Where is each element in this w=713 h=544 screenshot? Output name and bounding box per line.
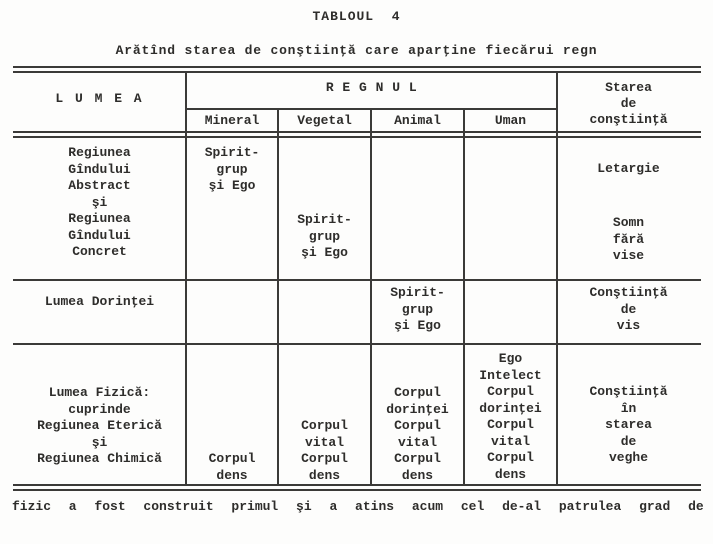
cell-row1-lumea: Regiunea Gîndului Abstract şi Regiunea G… [68, 145, 131, 259]
cell-row2-lumea: Lumea Dorinţei [44, 294, 155, 309]
cell-row2-starea: Conştiinţă de vis [589, 285, 668, 333]
cell-row1-starea-letargie: Letargie [597, 161, 660, 176]
vline-vegetal-animal [370, 110, 372, 484]
cell-row1-mineral: Spirit- grup şi Ego [204, 145, 260, 193]
cell-row1-starea-somn: Somn fără vise [612, 215, 645, 263]
cell-row3-animal: Corpul dorinţei Corpul vital Corpul dens [386, 385, 449, 483]
column-header-lumea: L U M E A [55, 91, 144, 106]
rule-row1-bottom [13, 279, 701, 281]
table-caption: TABLOUL 4 [312, 9, 401, 24]
rule-table-top-double [13, 66, 701, 73]
cell-row3-vegetal: Corpul vital Corpul dens [301, 418, 348, 483]
subcolumn-header-mineral: Mineral [204, 113, 260, 128]
subcolumn-header-vegetal: Vegetal [297, 113, 352, 128]
vline-animal-uman [463, 110, 465, 484]
subcolumn-header-animal: Animal [394, 113, 441, 128]
rule-header-bottom-double [13, 131, 701, 138]
column-header-regnul: R E G N U L [325, 80, 418, 95]
rule-table-bottom-double [13, 484, 701, 491]
rule-row2-bottom [13, 343, 701, 345]
rule-regnul-underline [186, 108, 557, 110]
table-subtitle: Arătînd starea de conştiinţă care aparţi… [115, 43, 598, 58]
subcolumn-header-uman: Uman [494, 113, 527, 128]
cell-row3-mineral: Corpul dens [208, 451, 256, 483]
cell-row2-animal: Spirit- grup şi Ego [390, 285, 445, 333]
cell-row3-starea: Conştiinţă în starea de veghe [589, 384, 668, 465]
cell-row3-lumea: Lumea Fizică: cuprinde Regiunea Eterică … [37, 385, 162, 466]
vline-lumea-regnul [185, 73, 187, 484]
cell-row3-uman: Ego Intelect Corpul dorinţei Corpul vita… [479, 351, 542, 482]
vline-uman-starea [556, 73, 558, 484]
cell-row1-vegetal: Spirit- grup şi Ego [297, 212, 352, 260]
column-header-starea: Starea de conştiinţă [589, 80, 668, 127]
vline-mineral-vegetal [277, 110, 279, 484]
body-text-line: fizic a fost construit primul şi a atins… [12, 499, 704, 514]
